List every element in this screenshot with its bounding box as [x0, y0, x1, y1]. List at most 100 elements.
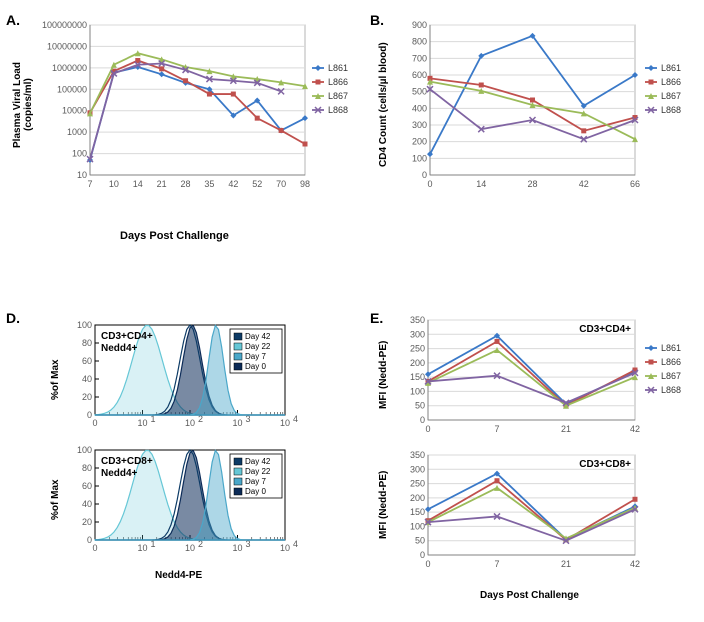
svg-text:0: 0 — [427, 179, 432, 189]
svg-text:80: 80 — [82, 463, 92, 473]
svg-text:28: 28 — [527, 179, 537, 189]
svg-text:100: 100 — [410, 521, 425, 531]
svg-text:L867: L867 — [661, 371, 681, 381]
svg-text:42: 42 — [630, 424, 640, 434]
svg-text:100: 100 — [412, 153, 427, 163]
svg-text:CD3+CD8+: CD3+CD8+ — [101, 456, 153, 467]
svg-text:50: 50 — [415, 536, 425, 546]
svg-text:100000: 100000 — [57, 84, 87, 94]
svg-text:40: 40 — [82, 499, 92, 509]
svg-text:40: 40 — [82, 374, 92, 384]
svg-text:350: 350 — [410, 315, 425, 325]
svg-text:CD3+CD8+: CD3+CD8+ — [579, 459, 631, 470]
svg-text:300: 300 — [412, 120, 427, 130]
svg-text:900: 900 — [412, 20, 427, 30]
svg-text:CD3+CD4+: CD3+CD4+ — [579, 324, 631, 335]
svg-text:10: 10 — [109, 179, 119, 189]
svg-text:10: 10 — [77, 170, 87, 180]
svg-text:150: 150 — [410, 372, 425, 382]
panel-d-label: D. — [6, 310, 20, 326]
svg-text:10: 10 — [185, 543, 195, 553]
svg-text:0: 0 — [420, 550, 425, 560]
svg-text:150: 150 — [410, 507, 425, 517]
svg-text:4: 4 — [293, 539, 298, 549]
svg-text:0: 0 — [87, 535, 92, 545]
svg-text:Nedd4+: Nedd4+ — [101, 343, 138, 354]
svg-text:20: 20 — [82, 392, 92, 402]
svg-text:60: 60 — [82, 481, 92, 491]
svg-text:300: 300 — [410, 329, 425, 339]
svg-text:Day 7: Day 7 — [245, 352, 266, 361]
svg-text:Day 0: Day 0 — [245, 362, 266, 371]
panel-a-legend: L861L866L867L868 — [312, 60, 362, 130]
svg-text:0: 0 — [422, 170, 427, 180]
svg-text:800: 800 — [412, 37, 427, 47]
svg-text:0: 0 — [92, 418, 97, 428]
svg-text:80: 80 — [82, 338, 92, 348]
svg-text:42: 42 — [630, 559, 640, 569]
svg-text:1000000: 1000000 — [52, 63, 87, 73]
svg-text:7: 7 — [494, 559, 499, 569]
svg-text:70: 70 — [276, 179, 286, 189]
svg-text:20: 20 — [82, 517, 92, 527]
svg-text:600: 600 — [412, 70, 427, 80]
svg-text:500: 500 — [412, 87, 427, 97]
svg-text:CD3+CD4+: CD3+CD4+ — [101, 331, 153, 342]
svg-text:10000: 10000 — [62, 106, 87, 116]
svg-text:200: 200 — [412, 137, 427, 147]
svg-text:60: 60 — [82, 356, 92, 366]
panel-e-xlabel: Days Post Challenge — [480, 590, 579, 601]
svg-text:300: 300 — [410, 464, 425, 474]
panel-a-chart: 1010010001000010000010000001000000010000… — [50, 20, 310, 200]
svg-text:21: 21 — [561, 424, 571, 434]
panel-e-chart-1: 050100150200250300350072142CD3+CD4+ — [400, 315, 640, 440]
svg-text:10: 10 — [280, 418, 290, 428]
svg-text:10: 10 — [137, 543, 147, 553]
svg-text:400: 400 — [412, 103, 427, 113]
svg-text:1000: 1000 — [67, 127, 87, 137]
svg-text:10: 10 — [185, 418, 195, 428]
panel-e-ylabel-1: MFI (Nedd-PE) — [378, 320, 389, 430]
svg-text:Day 42: Day 42 — [245, 332, 271, 341]
svg-text:L867: L867 — [328, 91, 348, 101]
svg-text:Day 22: Day 22 — [245, 467, 271, 476]
shared-xlabel-ab: Days Post Challenge — [120, 230, 229, 242]
svg-text:Nedd4+: Nedd4+ — [101, 468, 138, 479]
svg-text:L866: L866 — [661, 77, 681, 87]
svg-text:Day 0: Day 0 — [245, 487, 266, 496]
svg-text:7: 7 — [494, 424, 499, 434]
svg-text:14: 14 — [476, 179, 486, 189]
svg-text:28: 28 — [181, 179, 191, 189]
svg-text:200: 200 — [410, 493, 425, 503]
svg-text:200: 200 — [410, 358, 425, 368]
svg-text:0: 0 — [92, 543, 97, 553]
panel-a-label: A. — [6, 12, 20, 28]
svg-text:0: 0 — [420, 415, 425, 425]
svg-text:L868: L868 — [661, 385, 681, 395]
svg-text:42: 42 — [579, 179, 589, 189]
panel-e-legend: L861L866L867L868 — [645, 340, 695, 410]
svg-text:14: 14 — [133, 179, 143, 189]
panel-e-ylabel-2: MFI (Nedd-PE) — [378, 450, 389, 560]
panel-d-ylabel-2: %of Max — [50, 450, 61, 550]
svg-text:Day 7: Day 7 — [245, 477, 266, 486]
svg-text:7: 7 — [87, 179, 92, 189]
panel-e-chart-2: 050100150200250300350072142CD3+CD8+ — [400, 450, 640, 575]
svg-text:L867: L867 — [661, 91, 681, 101]
svg-text:100: 100 — [77, 320, 92, 330]
svg-text:L861: L861 — [661, 63, 681, 73]
panel-b-legend: L861 L866 L867 L868 — [645, 60, 695, 130]
svg-text:10: 10 — [232, 543, 242, 553]
svg-text:250: 250 — [410, 344, 425, 354]
svg-text:L868: L868 — [661, 105, 681, 115]
svg-text:350: 350 — [410, 450, 425, 460]
svg-text:50: 50 — [415, 401, 425, 411]
svg-text:Day 42: Day 42 — [245, 457, 271, 466]
panel-d-hist-2: 0101102103104020406080100CD3+CD8+Nedd4+D… — [70, 445, 290, 560]
svg-text:L861: L861 — [661, 343, 681, 353]
svg-text:35: 35 — [204, 179, 214, 189]
panel-a-ylabel: Plasma Viral Load (copies/ml) — [12, 30, 34, 180]
svg-text:66: 66 — [630, 179, 640, 189]
figure-page: A. B. D. E. Plasma Viral Load (copies/ml… — [0, 0, 704, 622]
svg-text:L868: L868 — [328, 105, 348, 115]
